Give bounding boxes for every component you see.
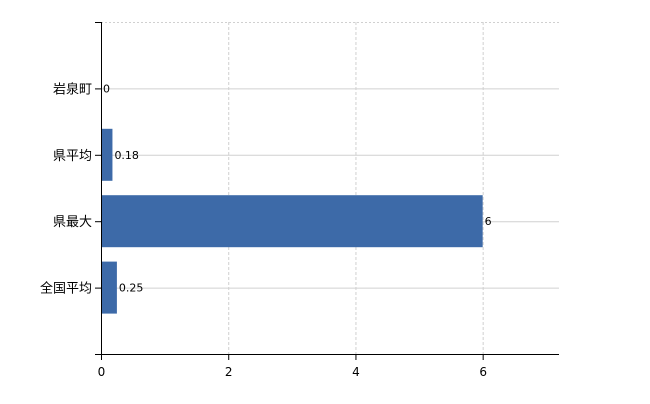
x-tick-label: 2 bbox=[225, 365, 233, 379]
axes bbox=[95, 22, 559, 360]
y-tick-label: 県平均 bbox=[53, 149, 92, 164]
bar bbox=[101, 195, 483, 248]
x-tick-label: 4 bbox=[352, 365, 360, 379]
data-label: 6 bbox=[485, 215, 492, 228]
data-label: 0.18 bbox=[114, 149, 139, 162]
y-tick-label: 県最大 bbox=[53, 215, 92, 230]
data-label: 0.25 bbox=[119, 282, 143, 295]
x-tick-label: 6 bbox=[479, 365, 487, 379]
bar bbox=[101, 128, 113, 181]
bars bbox=[101, 128, 483, 314]
y-tick-label: 全国平均 bbox=[40, 281, 92, 297]
data-label: 0 bbox=[103, 82, 110, 95]
grid bbox=[101, 22, 559, 354]
y-tick-label: 岩泉町 bbox=[53, 81, 92, 97]
bar bbox=[101, 261, 117, 314]
x-tick-label: 0 bbox=[98, 365, 106, 379]
